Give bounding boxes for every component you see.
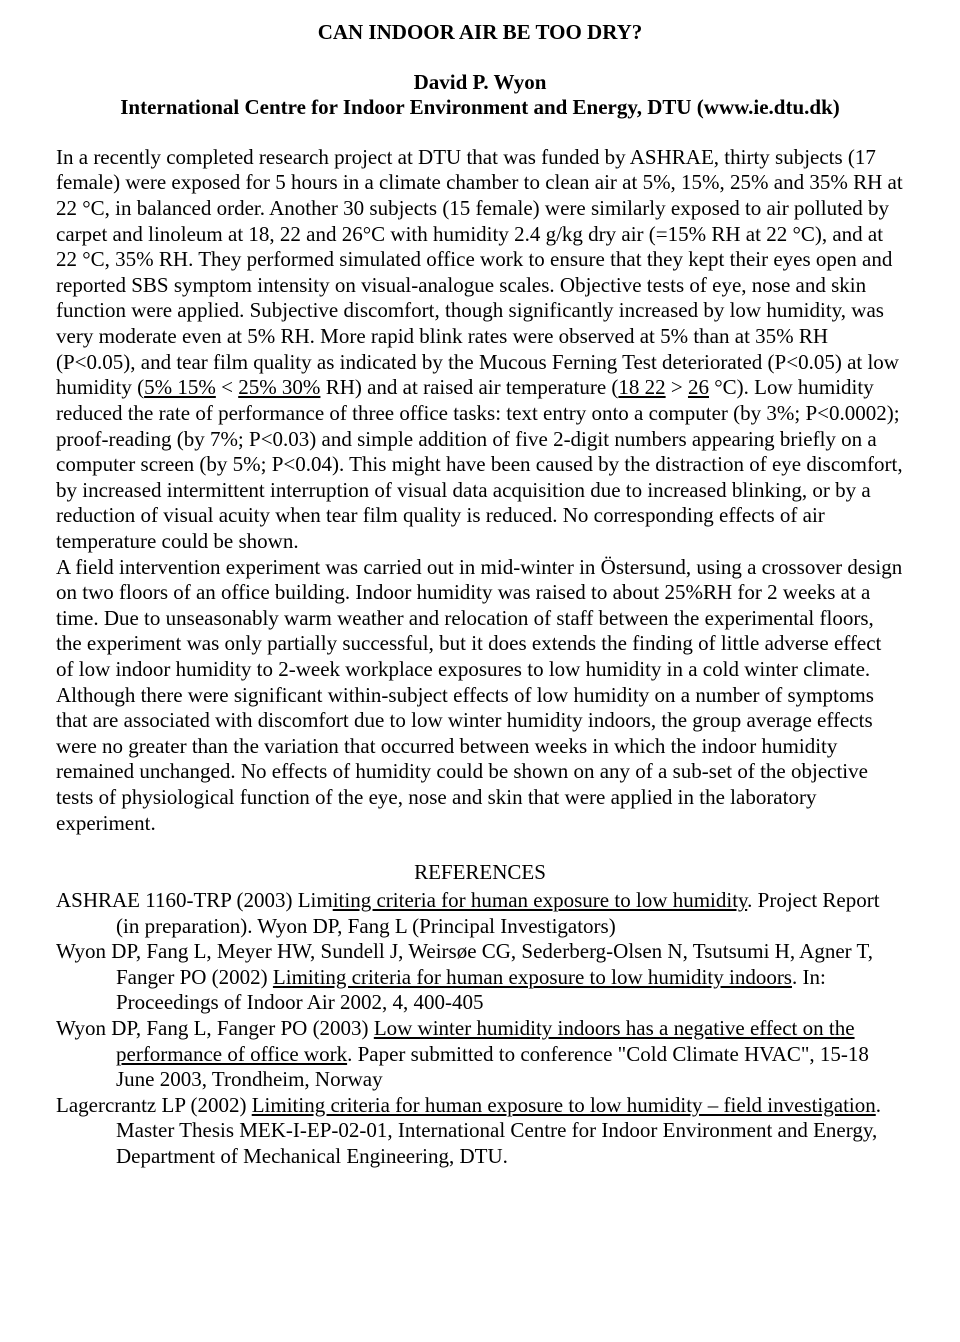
paragraph-1: In a recently completed research project… [56,145,904,555]
reference-item: ASHRAE 1160-TRP (2003) Limiting criteria… [56,888,904,939]
paragraph-2: A field intervention experiment was carr… [56,555,904,837]
underlined-text: Limiting criteria for human exposure to … [252,1093,876,1117]
affiliation: International Centre for Indoor Environm… [56,95,904,121]
text: °C). Low humidity reduced the rate of pe… [56,375,903,553]
author: David P. Wyon [56,70,904,96]
underlined-text: 26 [688,375,709,399]
underlined-text: 18 22 [618,375,665,399]
text: Wyon DP, Fang L, Fanger PO (2003) [56,1016,374,1040]
underlined-text: iting criteria for human exposure to low… [333,888,747,912]
paper-title: CAN INDOOR AIR BE TOO DRY? [56,20,904,46]
text: ASHRAE 1160-TRP (2003) Lim [56,888,333,912]
reference-item: Lagercrantz LP (2002) Limiting criteria … [56,1093,904,1170]
reference-item: Wyon DP, Fang L, Meyer HW, Sundell J, We… [56,939,904,1016]
underlined-text: 5% 15% [144,375,216,399]
text: Lagercrantz LP (2002) [56,1093,252,1117]
underlined-text: 25% 30% [238,375,320,399]
text: < [216,375,238,399]
references-list: ASHRAE 1160-TRP (2003) Limiting criteria… [56,888,904,1170]
reference-item: Wyon DP, Fang L, Fanger PO (2003) Low wi… [56,1016,904,1093]
text: > [666,375,688,399]
text: RH) and at raised air temperature ( [320,375,618,399]
abstract-body: In a recently completed research project… [56,145,904,836]
underlined-text: Limiting criteria for human exposure to … [273,965,792,989]
page: CAN INDOOR AIR BE TOO DRY? David P. Wyon… [0,0,960,1210]
references-heading: REFERENCES [56,860,904,886]
text: In a recently completed research project… [56,145,903,399]
